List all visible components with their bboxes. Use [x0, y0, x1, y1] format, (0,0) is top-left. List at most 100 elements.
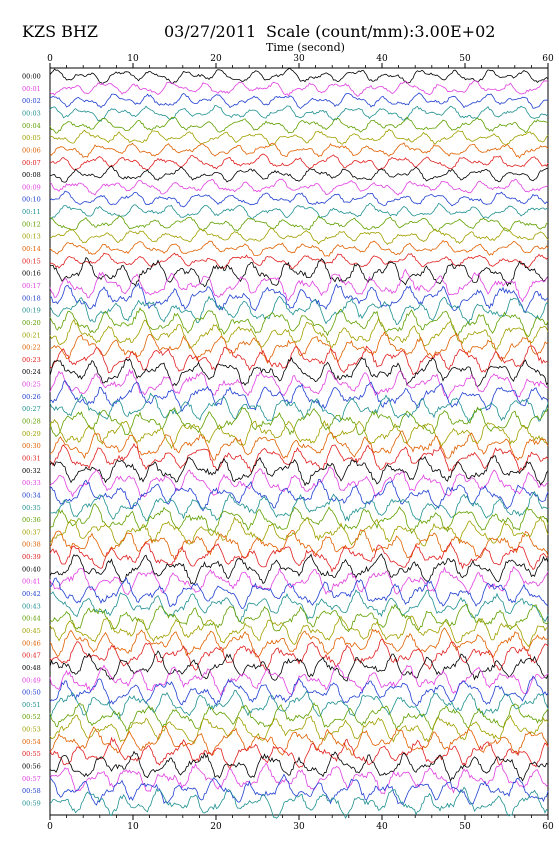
trace-line: [49, 773, 549, 806]
trace-line: [49, 128, 549, 146]
trace-line: [49, 282, 549, 313]
trace-line: [49, 714, 549, 745]
trace-line: [49, 80, 549, 97]
trace-line: [49, 553, 549, 586]
row-time-label: 00:23: [22, 356, 41, 364]
row-time-label: 00:48: [22, 664, 41, 672]
x-tick-label-top: 40: [376, 54, 388, 64]
x-tick-label-bottom: 40: [376, 822, 388, 832]
trace-line: [49, 252, 549, 270]
row-time-label: 00:46: [22, 639, 41, 647]
row-time-label: 00:47: [22, 652, 41, 660]
trace-line: [49, 116, 549, 134]
row-time-label: 00:30: [22, 442, 41, 450]
row-time-label: 00:06: [22, 146, 41, 154]
trace-line: [49, 675, 549, 706]
trace-line: [49, 178, 549, 196]
row-time-label: 00:42: [22, 590, 41, 598]
trace-line: [49, 368, 549, 400]
header: KZS BHZ 03/27/2011 Scale (count/mm):3.00…: [0, 0, 559, 60]
row-time-label: 00:53: [22, 726, 41, 734]
trace-line: [49, 331, 549, 364]
trace-line: [49, 736, 549, 770]
row-time-label: 00:19: [22, 307, 41, 315]
trace-line: [49, 317, 549, 350]
row-time-label: 00:14: [22, 245, 41, 253]
trace-line: [49, 491, 549, 522]
row-time-label: 00:55: [22, 750, 41, 758]
row-time-label: 00:10: [22, 196, 41, 204]
row-time-label: 00:31: [22, 454, 41, 462]
trace-line: [49, 750, 549, 782]
trace-line: [49, 379, 549, 413]
trace-line: [49, 650, 549, 682]
row-time-label: 00:43: [22, 602, 41, 610]
row-time-label: 00:52: [22, 713, 41, 721]
x-axis-ticks: 0 0 10 10 20 20 30 30 40 40 50 50 60 60: [47, 54, 554, 832]
row-time-label: 00:22: [22, 344, 41, 352]
row-time-label: 00:27: [22, 405, 41, 413]
trace-line: [50, 165, 549, 183]
scale-label: Scale (count/mm):3.00E+02: [266, 22, 496, 41]
row-time-label: 00:57: [22, 775, 41, 783]
trace-line: [49, 577, 549, 610]
row-time-label: 00:12: [22, 220, 41, 228]
x-tick-label-bottom: 0: [47, 822, 53, 832]
row-time-label: 00:21: [22, 331, 41, 339]
trace-line: [49, 142, 549, 159]
row-time-label: 00:05: [22, 134, 41, 142]
trace-line: [49, 664, 549, 697]
traces: [49, 67, 549, 819]
row-time-label: 00:50: [22, 689, 41, 697]
trace-line: [49, 638, 549, 672]
x-tick-label-top: 50: [459, 54, 471, 64]
row-time-label: 00:20: [22, 319, 41, 327]
row-time-label: 00:45: [22, 627, 41, 635]
x-tick-label-top: 30: [293, 54, 305, 64]
x-tick-label-bottom: 20: [210, 822, 222, 832]
trace-line: [49, 541, 549, 573]
row-time-label: 00:41: [22, 578, 41, 586]
row-time-label: 00:58: [22, 787, 41, 795]
trace-line: [49, 153, 549, 171]
trace-line: [49, 503, 549, 534]
row-time-label: 00:11: [22, 208, 41, 216]
row-labels: 00:00 00:01 00:02 00:03 00:04 00:05 00:06 00:07…: [22, 73, 41, 808]
x-tick-label-top: 10: [127, 54, 139, 64]
x-tick-label-top: 0: [47, 54, 53, 64]
row-time-label: 00:33: [22, 479, 41, 487]
row-time-label: 00:17: [22, 282, 41, 290]
trace-line: [49, 615, 548, 648]
trace-line: [49, 345, 549, 376]
trace-line: [49, 295, 549, 326]
trace-line: [49, 392, 549, 423]
row-time-label: 00:40: [22, 565, 41, 573]
row-time-label: 00:03: [22, 109, 41, 117]
row-time-label: 00:00: [22, 73, 41, 81]
trace-line: [49, 227, 549, 245]
trace-line: [49, 215, 549, 232]
station-label: KZS BHZ: [22, 22, 98, 41]
trace-line: [49, 689, 549, 720]
trace-line: [49, 529, 549, 560]
trace-line: [49, 627, 549, 659]
row-time-label: 00:16: [22, 270, 41, 278]
row-time-label: 00:37: [22, 528, 41, 536]
x-tick-label-bottom: 50: [459, 822, 471, 832]
x-tick-label-bottom: 60: [542, 822, 554, 832]
trace-line: [49, 307, 549, 338]
trace-line: [49, 92, 549, 110]
row-time-label: 00:49: [22, 676, 41, 684]
trace-line: [49, 566, 549, 596]
row-time-label: 00:26: [22, 393, 41, 401]
trace-line: [49, 356, 549, 387]
date-label: 03/27/2011: [164, 22, 257, 41]
row-time-label: 00:38: [22, 541, 41, 549]
row-time-label: 00:51: [22, 701, 41, 709]
trace-line: [49, 67, 549, 85]
x-axis-label: Time (second): [266, 41, 345, 54]
trace-line: [49, 239, 549, 257]
x-tick-label-top: 20: [210, 54, 222, 64]
trace-line: [49, 442, 549, 473]
